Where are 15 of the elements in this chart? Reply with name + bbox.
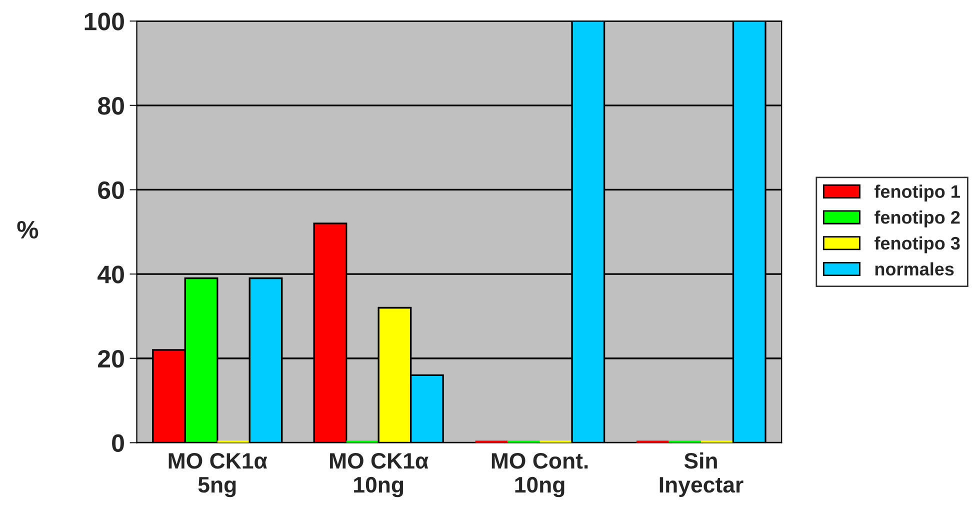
y-tick-label: 0 — [112, 434, 124, 452]
y-tick-label: 80 — [98, 97, 124, 115]
legend-label: fenotipo 2 — [874, 210, 960, 228]
y-axis-title: % — [17, 220, 38, 239]
y-tick-label: 60 — [98, 181, 124, 200]
legend-label: normales — [875, 262, 954, 276]
legend-label: fenotipo 1 — [874, 184, 960, 202]
legend-label: fenotipo 3 — [874, 236, 960, 254]
x-tick-label: MO CK1α 10ng — [330, 452, 428, 498]
x-tick-label: Sin Inyectar — [660, 452, 744, 498]
x-tick-label: MO CK1α 5ng — [168, 452, 268, 498]
x-tick-label: MO Cont. 10ng — [492, 452, 588, 498]
y-tick-label: 20 — [98, 350, 124, 368]
y-tick-label: 100 — [84, 12, 124, 30]
y-tick-label: 40 — [98, 266, 124, 284]
